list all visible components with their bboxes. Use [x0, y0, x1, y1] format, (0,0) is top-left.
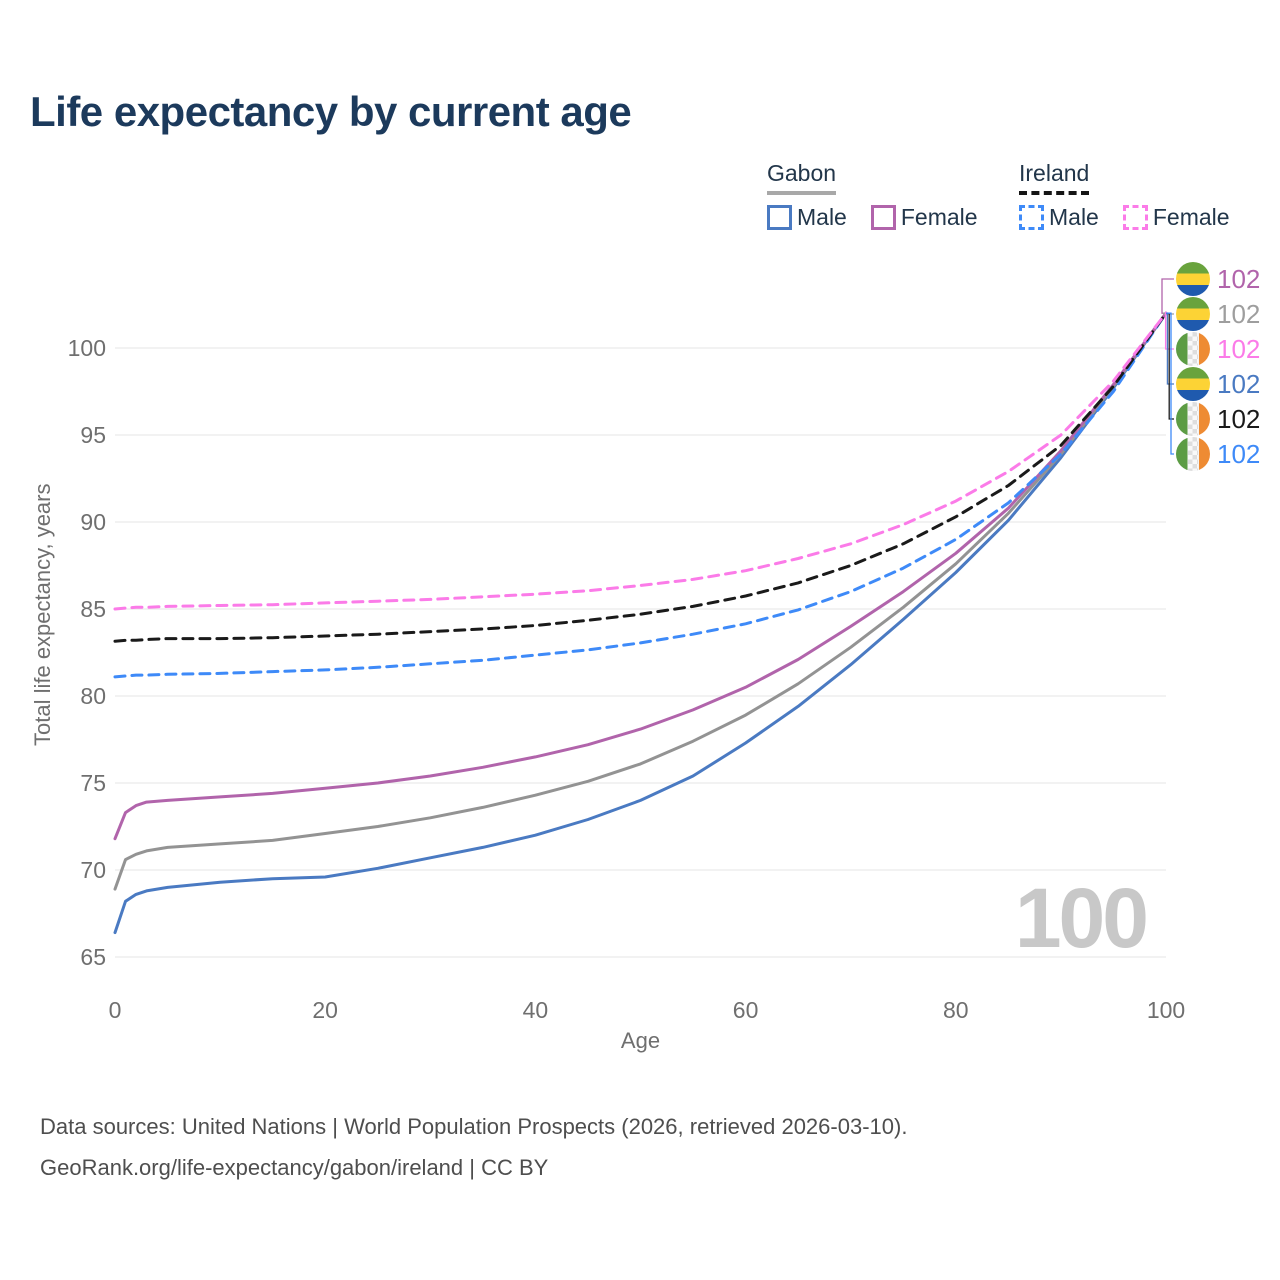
- data-source-footer: Data sources: United Nations | World Pop…: [40, 1106, 907, 1188]
- series-line-ireland-male[interactable]: [113, 311, 1168, 679]
- end-label-connector-gabon-female: [1161, 278, 1174, 314]
- dashed-line-swatch-icon: [1122, 205, 1148, 230]
- legend-item-gabon-male[interactable]: Male: [767, 204, 847, 231]
- end-label-ireland-both[interactable]: 102: [1176, 402, 1260, 436]
- attribution-line: GeoRank.org/life-expectancy/gabon/irelan…: [40, 1155, 549, 1180]
- ireland-flag-icon: [1176, 332, 1210, 366]
- gabon-flag-icon: [1176, 297, 1210, 331]
- series-line-gabon-both[interactable]: [113, 311, 1168, 891]
- legend-item-label: Female: [1152, 204, 1230, 230]
- legend-group-title-ireland[interactable]: Ireland: [1019, 160, 1090, 195]
- ireland-flag-icon: [1176, 402, 1210, 436]
- x-tick-label-60: 60: [733, 997, 759, 1023]
- y-tick-label-90: 90: [80, 509, 106, 535]
- end-value-label: 102: [1217, 334, 1261, 364]
- end-label-gabon-male[interactable]: 102: [1176, 367, 1260, 401]
- y-tick-label-80: 80: [80, 683, 106, 709]
- series-line-gabon-female[interactable]: [113, 311, 1168, 841]
- y-tick-label-85: 85: [80, 596, 106, 622]
- series-line-gabon-male[interactable]: [113, 311, 1168, 935]
- y-tick-label-95: 95: [80, 422, 106, 448]
- gabon-flag-icon: [1176, 262, 1210, 296]
- y-tick-label-100: 100: [68, 335, 106, 361]
- end-value-label: 102: [1217, 264, 1261, 294]
- x-tick-label-100: 100: [1147, 997, 1185, 1023]
- legend-group-ireland: Ireland Male Female: [1019, 160, 1230, 231]
- legend-item-gabon-female[interactable]: Female: [870, 204, 978, 231]
- end-label-column: 102 102 102 102 102 102: [1176, 262, 1260, 472]
- gabon-flag-icon: [1176, 367, 1210, 401]
- dashed-line-swatch-icon: [1019, 205, 1044, 230]
- x-tick-label-80: 80: [943, 997, 969, 1023]
- end-label-ireland-male[interactable]: 102: [1176, 437, 1260, 471]
- solid-line-swatch-icon: [870, 205, 896, 230]
- x-tick-label-40: 40: [523, 997, 549, 1023]
- series-line-ireland-both[interactable]: [113, 311, 1168, 643]
- y-tick-label-65: 65: [80, 944, 106, 970]
- legend-item-label: Female: [900, 204, 978, 230]
- end-label-ireland-female[interactable]: 102: [1176, 332, 1260, 366]
- legend-item-label: Male: [797, 204, 847, 230]
- end-label-connector-ireland-male: [1166, 312, 1174, 455]
- age-watermark: 100: [1014, 871, 1149, 965]
- data-source-line: Data sources: United Nations | World Pop…: [40, 1114, 908, 1139]
- end-label-gabon-both[interactable]: 102: [1176, 297, 1260, 331]
- solid-line-swatch-icon: [767, 205, 792, 230]
- end-value-label: 102: [1217, 404, 1261, 434]
- legend-item-ireland-female[interactable]: Female: [1122, 204, 1230, 231]
- end-value-label: 102: [1217, 299, 1261, 329]
- end-value-label: 102: [1217, 439, 1261, 469]
- x-axis-title: Age: [620, 1028, 661, 1053]
- end-value-label: 102: [1217, 369, 1261, 399]
- y-tick-label-75: 75: [80, 770, 106, 796]
- series-line-ireland-female[interactable]: [113, 311, 1168, 611]
- y-tick-label-70: 70: [80, 857, 106, 883]
- x-tick-label-0: 0: [109, 997, 122, 1023]
- page-title: Life expectancy by current age: [30, 88, 632, 135]
- legend-item-ireland-male[interactable]: Male: [1019, 204, 1099, 231]
- ireland-flag-icon: [1176, 437, 1210, 471]
- legend-item-label: Male: [1049, 204, 1099, 230]
- legend-row: Male Female: [767, 204, 978, 231]
- end-label-gabon-female[interactable]: 102: [1176, 262, 1260, 296]
- y-axis-title: Total life expectancy, years: [30, 483, 55, 747]
- x-tick-label-20: 20: [312, 997, 338, 1023]
- legend-group-gabon: Gabon Male Female: [767, 160, 978, 231]
- legend-group-title-gabon[interactable]: Gabon: [767, 160, 837, 195]
- legend-row: Male Female: [1019, 204, 1230, 231]
